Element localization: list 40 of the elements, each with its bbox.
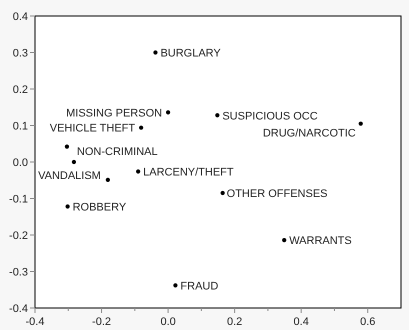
point [153,50,158,55]
x-tick-label: 0.6 [360,316,376,328]
annotation: DRUG/NARCOTIC [262,128,356,140]
annotation: ROBBERY [72,202,127,214]
annotation: BURGLARY [160,48,222,60]
point [64,144,70,149]
y-tick-label: 0.3 [12,47,28,60]
point [166,110,170,114]
point [215,113,220,118]
point [106,178,110,182]
point [136,169,140,174]
annotation: MISSING PERSON [66,107,162,120]
x-tick-label: 0.2 [226,316,242,328]
annotation: LARCENY/THEFT [143,166,234,178]
y-tick-label: 0.1 [12,120,28,132]
annotation: SUSPICIOUS OCC [222,110,318,122]
point [173,283,178,288]
annotation: VEHICLE THEFT [50,122,136,135]
x-tick-label: -0.4 [26,316,44,328]
point [220,190,225,196]
x-tick-label: -0.2 [92,316,112,328]
point [65,204,70,209]
annotation: FRAUD [180,280,218,292]
point [139,126,144,130]
annotation: OTHER OFFENSES [226,188,328,200]
y-tick-label: 0.0 [12,156,28,169]
x-tick-label: 0.0 [160,316,176,328]
y-tick-label: 0.2 [12,84,28,96]
annotation: WARRANTS [289,235,352,248]
y-tick-label: -0.3 [9,266,28,278]
y-tick-label: -0.2 [9,230,28,242]
annotation: NON-CRIMINAL [76,146,158,158]
y-tick-label: -0.1 [9,193,28,206]
point [72,160,76,164]
y-tick-label: 0.4 [12,10,28,23]
point [282,238,286,242]
point [358,122,363,126]
annotation: VANDALISM [38,170,101,182]
x-tick-label: 0.4 [294,316,309,328]
y-tick-label: -0.4 [9,302,28,315]
